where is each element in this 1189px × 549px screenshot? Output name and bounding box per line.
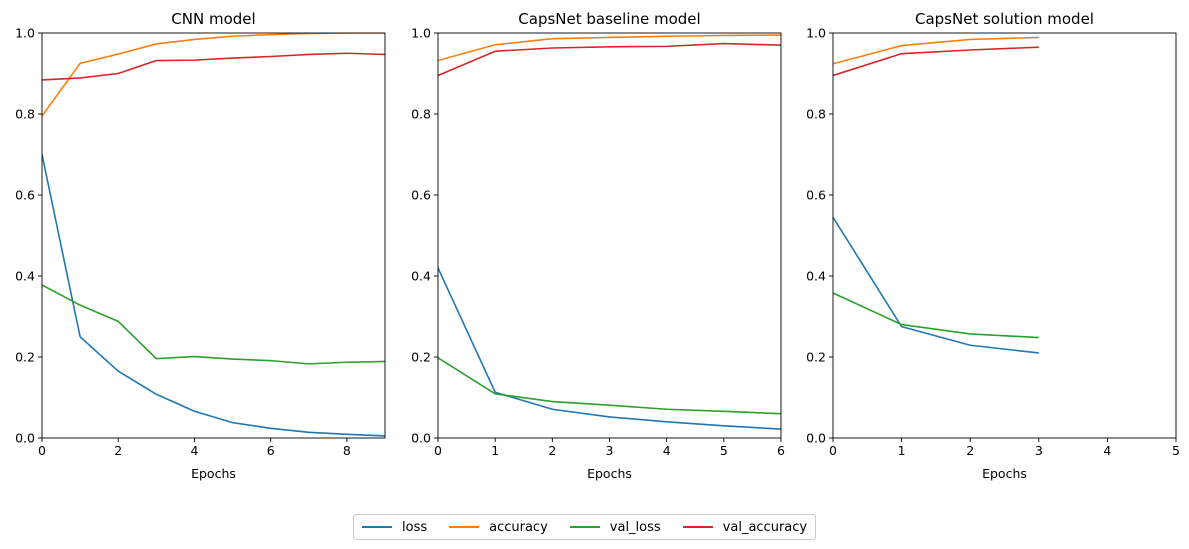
series-line-val-accuracy	[42, 52, 385, 81]
legend-label-accuracy: accuracy	[489, 519, 548, 535]
series-line-val-accuracy	[438, 42, 781, 77]
x-axis-label: Epochs	[587, 466, 632, 481]
y-tick-label: 0.4	[806, 269, 826, 284]
chart-title: CNN model	[171, 10, 255, 28]
y-tick-label: 0.0	[806, 431, 826, 446]
x-tick-label: 0	[829, 443, 837, 458]
y-tick-label: 0.2	[411, 350, 431, 365]
legend-swatch-accuracy	[449, 526, 480, 528]
legend-swatch-val-accuracy	[682, 526, 713, 528]
legend-item-val-loss: val_loss	[569, 519, 661, 535]
y-tick-label: 1.0	[411, 26, 431, 41]
series-line-val-loss	[438, 357, 781, 415]
x-tick-label: 5	[720, 443, 728, 458]
x-tick-label: 3	[1035, 443, 1043, 458]
series-line-accuracy	[833, 36, 1039, 65]
x-tick-label: 8	[343, 443, 351, 458]
legend-swatch-loss	[362, 526, 392, 528]
legend-label-val-accuracy: val_accuracy	[722, 519, 808, 535]
series-line-val-loss	[833, 292, 1039, 339]
legend: loss accuracy val_loss val_accuracy	[353, 514, 817, 540]
series-line-loss	[833, 216, 1039, 354]
series-line-accuracy	[42, 33, 385, 117]
legend-item-accuracy: accuracy	[449, 520, 548, 535]
series-line-loss	[42, 154, 385, 437]
y-tick-label: 0.4	[411, 269, 431, 284]
x-tick-label: 6	[777, 443, 785, 458]
legend-item-val-accuracy: val_accuracy	[682, 519, 808, 535]
legend-swatch-val-loss	[569, 526, 600, 528]
x-tick-label: 2	[114, 443, 122, 458]
y-tick-label: 0.4	[15, 269, 35, 284]
series-line-accuracy	[438, 34, 781, 62]
x-tick-label: 4	[1103, 443, 1111, 458]
y-tick-label: 0.6	[806, 188, 826, 203]
series-line-loss	[438, 267, 781, 430]
legend-item-loss: loss	[362, 520, 427, 535]
y-tick-label: 0.2	[806, 350, 826, 365]
y-tick-label: 1.0	[15, 26, 35, 41]
x-tick-label: 0	[434, 443, 442, 458]
chart-title: CapsNet solution model	[915, 10, 1094, 28]
axes-frame	[832, 32, 1177, 439]
y-tick-label: 0.2	[15, 350, 35, 365]
x-tick-label: 5	[1172, 443, 1180, 458]
y-tick-label: 0.6	[15, 188, 35, 203]
chart-panel-capsnet-baseline-model: CapsNet baseline model 0 1 2 3 4 5 6 0.0 0.2 0.4 0.…	[411, 10, 785, 481]
series-line-val-accuracy	[833, 46, 1039, 77]
series-line-val-loss	[42, 284, 385, 365]
x-tick-label: 2	[966, 443, 974, 458]
y-tick-label: 0.6	[411, 188, 431, 203]
y-tick-label: 0.8	[806, 107, 826, 122]
x-tick-label: 4	[190, 443, 198, 458]
x-axis-label: Epochs	[982, 466, 1027, 481]
axes-frame	[437, 32, 782, 439]
x-tick-label: 6	[267, 443, 275, 458]
x-tick-label: 0	[38, 443, 46, 458]
y-tick-label: 0.8	[15, 107, 35, 122]
y-tick-label: 1.0	[806, 26, 826, 41]
x-tick-label: 4	[663, 443, 671, 458]
legend-label-val-loss: val_loss	[609, 519, 661, 535]
chart-title: CapsNet baseline model	[518, 10, 700, 28]
legend-label-loss: loss	[402, 519, 428, 535]
y-tick-label: 0.0	[411, 431, 431, 446]
x-tick-label: 1	[898, 443, 906, 458]
chart-panel-capsnet-solution-model: CapsNet solution model 0 1 2 3 4 5 0.0 0.2 0.4 0.6…	[806, 10, 1180, 481]
axes-frame	[41, 32, 386, 439]
x-tick-label: 1	[491, 443, 499, 458]
chart-panel-cnn-model: CNN model 0 2 4 6 8 0.0 0.2 0.4 0.6 0.8 1.0 Epochs	[15, 10, 386, 481]
x-tick-label: 3	[606, 443, 614, 458]
x-tick-label: 2	[548, 443, 556, 458]
x-axis-label: Epochs	[191, 466, 236, 481]
y-tick-label: 0.8	[411, 107, 431, 122]
y-tick-label: 0.0	[15, 431, 35, 446]
